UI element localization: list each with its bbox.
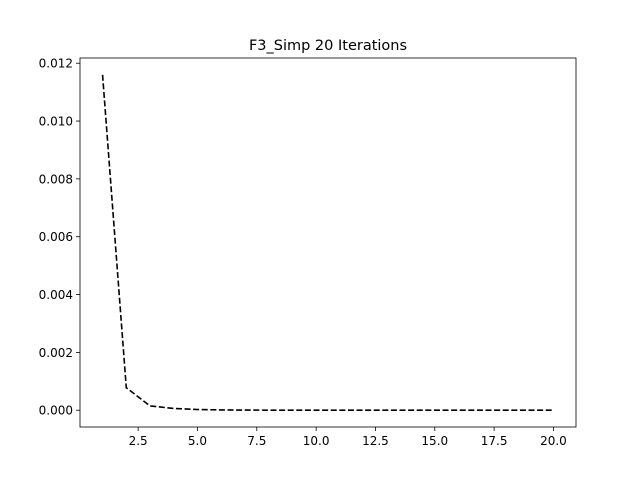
y-tick-label: 0.008 <box>39 172 73 186</box>
y-tick-label: 0.004 <box>39 288 73 302</box>
x-tick-label: 5.0 <box>188 434 207 448</box>
y-axis-ticks: 0.000 0.002 0.004 0.006 0.008 0.010 0.012 <box>39 57 80 418</box>
y-tick-label: 0.000 <box>39 404 73 418</box>
x-tick-label: 12.5 <box>362 434 389 448</box>
x-tick-label: 2.5 <box>129 434 148 448</box>
x-tick-label: 10.0 <box>303 434 330 448</box>
y-tick-label: 0.010 <box>39 115 73 129</box>
series-line-0 <box>101 74 554 412</box>
axes-frame <box>79 57 577 428</box>
x-axis-ticks: 2.5 5.0 7.5 10.0 12.5 15.0 17.5 20.0 <box>129 427 567 448</box>
x-tick-label: 17.5 <box>481 434 508 448</box>
x-tick-label: 20.0 <box>540 434 567 448</box>
plot-area <box>101 74 554 412</box>
y-tick-label: 0.012 <box>39 57 73 71</box>
x-tick-label: 15.0 <box>421 434 448 448</box>
y-tick-label: 0.002 <box>39 346 73 360</box>
x-tick-label: 7.5 <box>247 434 266 448</box>
y-tick-label: 0.006 <box>39 230 73 244</box>
chart-title: F3_Simp 20 Iterations <box>249 38 407 54</box>
